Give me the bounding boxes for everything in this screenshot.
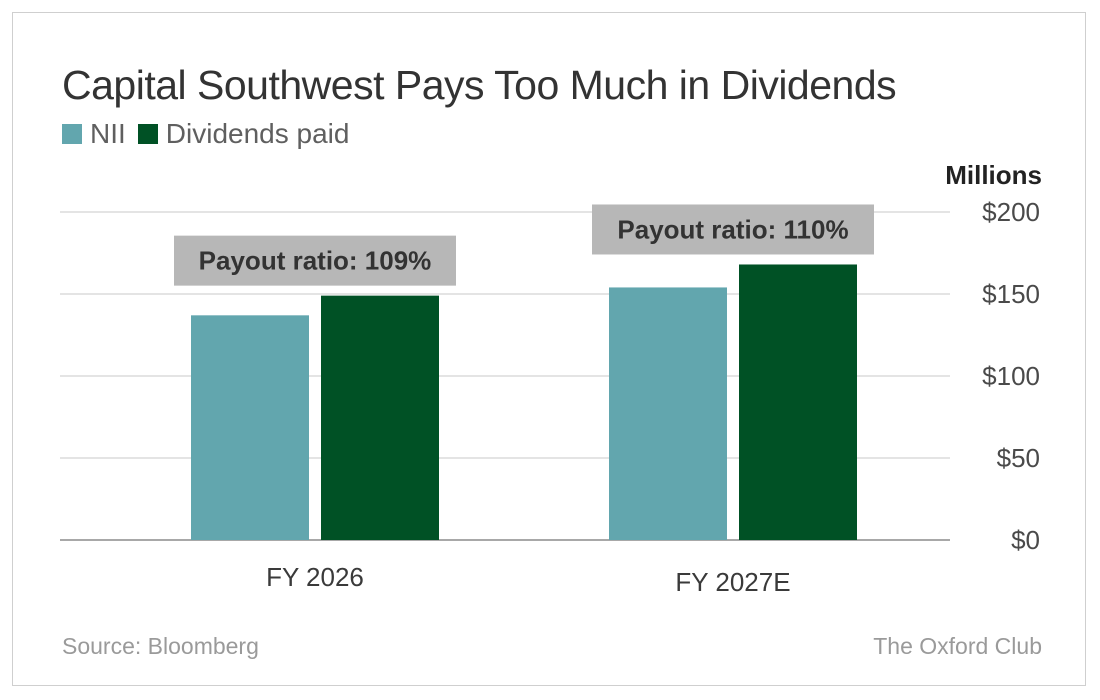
brand-note: The Oxford Club: [873, 633, 1042, 659]
payout-annotation-box: [174, 235, 456, 286]
legend-item-nii: NII: [62, 118, 126, 150]
legend-swatch-nii: [62, 124, 82, 144]
legend-item-dividends: Dividends paid: [137, 118, 350, 150]
y-tick-label: $200: [982, 197, 1040, 227]
bar: [739, 264, 857, 540]
x-category-label: FY 2026: [266, 562, 364, 592]
bar: [609, 287, 727, 540]
legend-swatch-dividends: [137, 124, 158, 144]
payout-annotation-box: [592, 204, 874, 255]
y-tick-label: $50: [997, 443, 1040, 473]
payout-annotation-label: Payout ratio: 110%: [617, 214, 848, 244]
chart-title: Capital Southwest Pays Too Much in Divid…: [62, 62, 897, 108]
legend: NII Dividends paid: [62, 118, 361, 150]
legend-label-dividends: Dividends paid: [165, 118, 350, 149]
source-note: Source: Bloomberg: [62, 633, 259, 659]
y-axis-unit-label: Millions: [945, 160, 1042, 190]
x-category-label: FY 2027E: [675, 567, 790, 597]
y-tick-label: $0: [1011, 525, 1040, 555]
bar: [321, 295, 439, 540]
y-tick-label: $100: [982, 361, 1040, 391]
legend-label-nii: NII: [90, 118, 126, 149]
y-tick-label: $150: [982, 279, 1040, 309]
bar: [191, 315, 309, 540]
payout-annotation-label: Payout ratio: 109%: [199, 246, 432, 276]
